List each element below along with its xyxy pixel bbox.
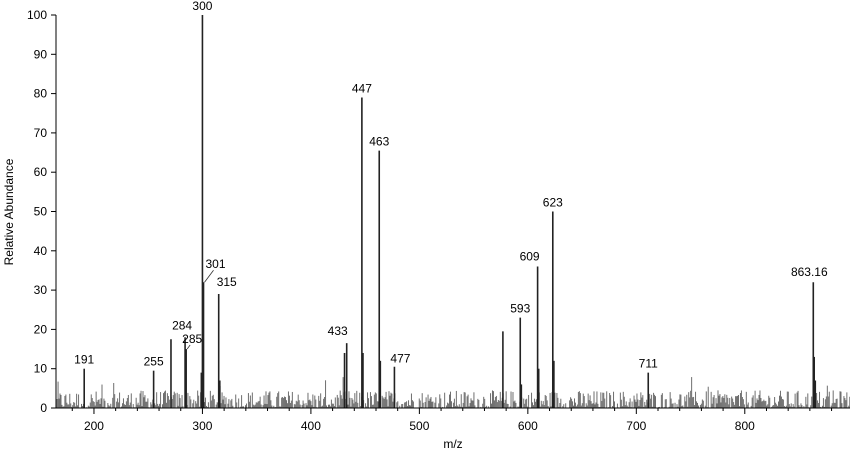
y-tick-label: 50 [34,205,48,219]
peak-label: 623 [543,196,563,210]
y-tick-label: 70 [34,126,48,140]
peak-label: 447 [352,82,372,96]
y-tick-label: 0 [40,401,47,415]
label-leader-lines [186,269,214,350]
y-tick-label: 100 [27,8,47,22]
y-tick-label: 60 [34,165,48,179]
x-tick-label: 200 [84,419,104,433]
x-tick-label: 800 [735,419,755,433]
x-tick-label: 500 [409,419,429,433]
y-tick-label: 40 [34,244,48,258]
peak-label: 477 [390,352,410,366]
peak-label: 609 [520,250,540,264]
y-tick-label: 10 [34,362,48,376]
x-axis-title: m/z [443,437,462,451]
peak-label: 191 [74,353,94,367]
y-axis-title: Relative Abundance [2,158,16,265]
peak-label: 433 [328,324,348,338]
x-ticks: 200 300 400 500 600 700 800 [71,408,833,433]
y-ticks: 0 10 20 30 40 50 60 70 80 90 100 [27,8,56,415]
axes [55,15,850,409]
peak-bars [83,15,817,408]
peak-label: 711 [639,357,658,371]
peak-label: 463 [369,135,389,149]
x-tick-label: 300 [192,419,212,433]
y-tick-label: 20 [34,322,48,336]
peak-label: 285 [182,332,202,346]
x-tick-label: 400 [301,419,321,433]
peak-label: 315 [217,275,237,289]
peak-label: 593 [510,302,530,316]
peak-label: 284 [172,318,192,332]
label-leader [186,344,191,350]
peak-label: 301 [206,257,226,271]
peak-label: 300 [192,0,212,13]
y-tick-label: 30 [34,283,48,297]
baseline-noise [56,377,850,408]
peak-label: 255 [144,355,164,369]
x-tick-label: 600 [518,419,538,433]
label-leader [204,269,214,283]
peak-label: 863.16 [791,265,828,279]
y-tick-label: 90 [34,47,48,61]
y-tick-label: 80 [34,87,48,101]
x-tick-label: 700 [626,419,646,433]
